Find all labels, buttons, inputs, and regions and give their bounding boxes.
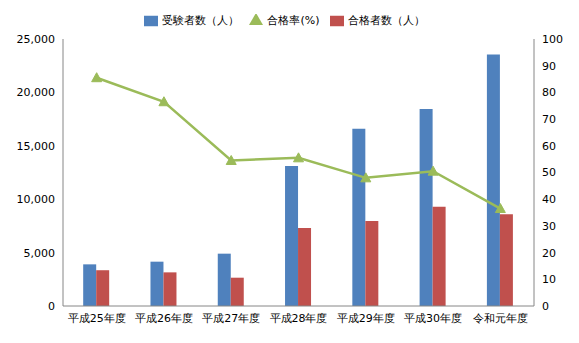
svg-text:10,000: 10,000 [17,193,56,206]
html-text:受験者数（人）: 受験者数（人） [162,14,240,27]
svg-text:5,000: 5,000 [24,247,56,260]
svg-text:平成28年度: 平成28年度 [270,312,328,325]
svg-text:40: 40 [542,193,556,206]
svg-text:平成25年度: 平成25年度 [68,312,126,325]
svg-text:0: 0 [542,300,549,313]
svg-text:平成26年度: 平成26年度 [135,312,193,325]
svg-text:平成30年度: 平成30年度 [404,312,462,325]
svg-text:平成29年度: 平成29年度 [337,312,395,325]
svg-text:20,000: 20,000 [17,86,56,99]
svg-text:0: 0 [48,300,55,313]
svg-text:50: 50 [542,166,556,179]
svg-text:100: 100 [542,33,563,46]
svg-text:30: 30 [542,220,556,233]
svg-text:90: 90 [542,60,556,73]
html-text:合格者数（人）: 合格者数（人） [347,14,425,27]
svg-text:令和元年度: 令和元年度 [473,312,528,325]
svg-text:15,000: 15,000 [17,140,56,153]
svg-text:20: 20 [542,247,556,260]
svg-text:60: 60 [542,140,556,153]
svg-text:25,000: 25,000 [17,33,56,46]
svg-text:10: 10 [542,273,556,286]
svg-text:80: 80 [542,86,556,99]
svg-text:70: 70 [542,113,556,126]
svg-text:平成27年度: 平成27年度 [202,312,260,325]
html-text:合格率(%): 合格率(%) [267,14,320,27]
